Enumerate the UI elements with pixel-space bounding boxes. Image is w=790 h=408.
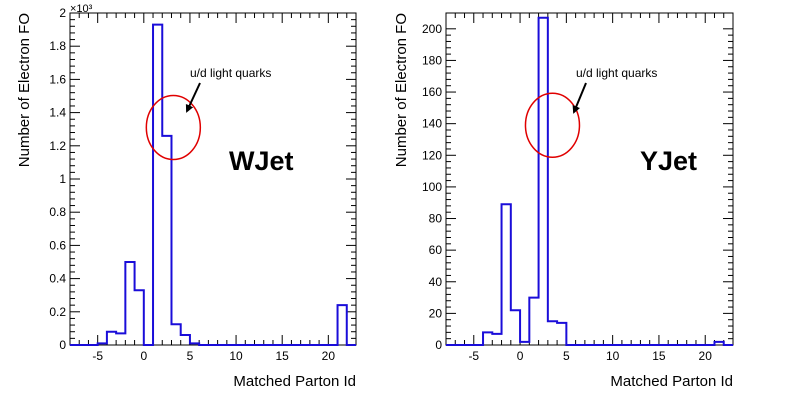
histogram-bin: [492, 334, 501, 345]
y-tick-label: 0: [435, 338, 442, 352]
chart-panel-1: -5 0 5 10 15 20 0 0.2 0.4 0.6 0.8 1 1.2 1.4 1.6 1.8 2 ×10…: [16, 3, 357, 390]
histogram-bin: [116, 333, 125, 345]
y-tick-label: 1.8: [49, 39, 66, 53]
annotation-label: u/d light quarks: [576, 66, 657, 80]
y-tick-label: 120: [422, 148, 442, 162]
x-tick-label: 0: [517, 349, 524, 363]
plot-frame: [445, 12, 734, 346]
y-tick-label: 1.6: [49, 72, 66, 86]
y-tick-label: 0.4: [49, 272, 66, 286]
histogram-bin: [153, 25, 162, 345]
x-tick-label: 5: [187, 349, 194, 363]
y-tick-label: 0: [59, 338, 66, 352]
x-axis-title: Matched Parton Id: [610, 373, 733, 390]
histogram-bin: [135, 290, 144, 345]
y-tick-label: 20: [429, 306, 443, 320]
histogram-bin: [520, 342, 529, 345]
plot-frame: [69, 12, 357, 346]
y-exponent-label: ×10³: [70, 3, 93, 15]
chart-panel-2: -5 0 5 10 15 20020406080100120140160180200Mat…: [393, 12, 734, 390]
histogram-bin: [125, 262, 134, 345]
histogram-line: [446, 16, 733, 346]
x-axis-title: Matched Parton Id: [233, 373, 356, 390]
y-tick-label: 200: [422, 22, 442, 36]
highlight-circle: [145, 94, 202, 161]
y-tick-label: 0.8: [49, 205, 66, 219]
sample-label: WJet: [229, 146, 294, 176]
histogram-bin: [557, 323, 566, 345]
histogram-bin: [529, 298, 538, 345]
sample-label: YJet: [640, 146, 697, 176]
highlight-circle: [524, 92, 581, 158]
y-tick-label: 1.4: [49, 106, 66, 120]
y-tick-label: 40: [429, 275, 443, 289]
histogram-bin: [539, 18, 548, 345]
y-tick-label: 100: [422, 180, 442, 194]
annotation-label: u/d light quarks: [190, 66, 271, 80]
x-tick-label: 20: [322, 349, 336, 363]
x-tick-label: 0: [140, 349, 147, 363]
histogram-bin: [171, 324, 180, 345]
histogram-bin: [190, 343, 199, 345]
histogram-bin: [483, 332, 492, 345]
x-tick-label: -5: [468, 349, 479, 363]
y-tick-label: 160: [422, 85, 442, 99]
x-tick-label: 20: [699, 349, 713, 363]
y-tick-label: 140: [422, 117, 442, 131]
histogram-bin: [338, 305, 347, 345]
y-tick-label: 2: [59, 6, 66, 20]
histogram-bin: [511, 310, 520, 345]
y-tick-label: 80: [429, 212, 443, 226]
annotation-arrow: [572, 82, 587, 114]
y-axis-title: Number of Electron FO: [393, 13, 410, 167]
x-tick-label: 15: [276, 349, 290, 363]
x-tick-label: -5: [92, 349, 103, 363]
histogram-bin: [548, 321, 557, 345]
histogram-bin: [502, 204, 511, 345]
histogram-bin: [714, 342, 723, 345]
histogram-bin: [181, 335, 190, 345]
histogram-bin: [107, 332, 116, 345]
y-tick-label: 0.2: [49, 305, 66, 319]
histogram-line: [70, 23, 356, 346]
annotation-arrow: [185, 82, 201, 113]
y-tick-label: 0.6: [49, 238, 66, 252]
histogram-bin: [162, 136, 171, 345]
histogram-bin: [98, 343, 107, 345]
y-tick-label: 1: [59, 172, 66, 186]
x-tick-label: 5: [563, 349, 570, 363]
y-tick-label: 1.2: [49, 139, 66, 153]
x-tick-label: 10: [606, 349, 620, 363]
x-tick-label: 10: [229, 349, 243, 363]
x-tick-label: 15: [652, 349, 666, 363]
y-axis-title: Number of Electron FO: [16, 13, 33, 167]
y-tick-label: 180: [422, 53, 442, 67]
y-tick-label: 60: [429, 243, 443, 257]
